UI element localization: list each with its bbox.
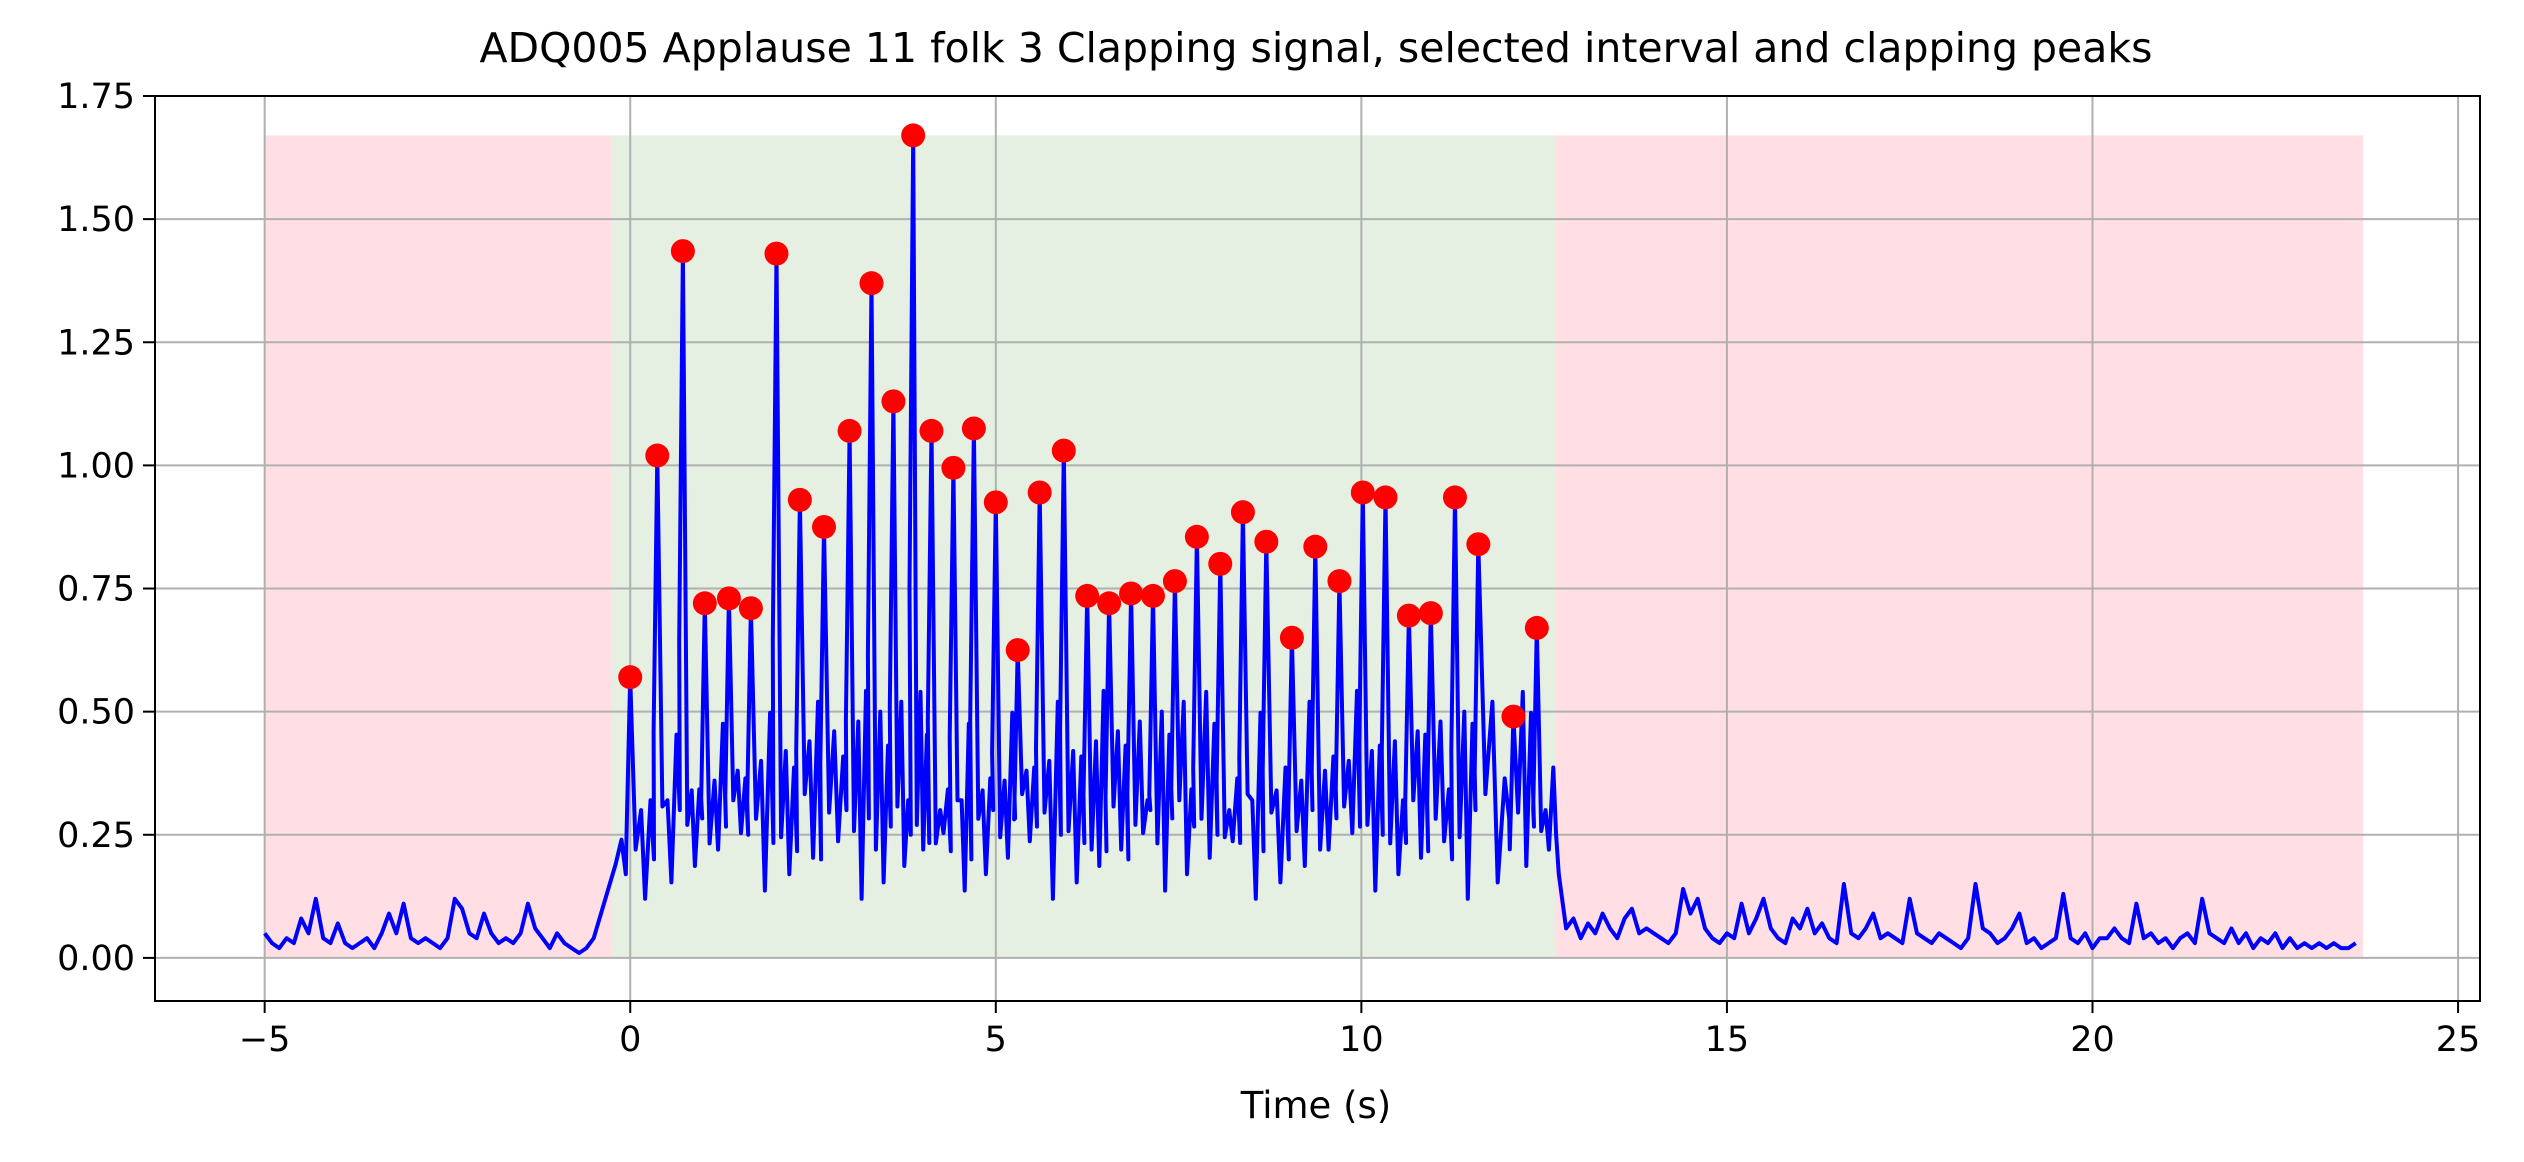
plot-frame bbox=[154, 95, 2481, 1002]
peak-marker bbox=[1005, 638, 1030, 663]
peak-marker bbox=[692, 591, 717, 616]
peak-marker bbox=[919, 418, 944, 443]
chart-title: ADQ005 Applause 11 folk 3 Clapping signa… bbox=[479, 24, 2152, 72]
peak-marker bbox=[1230, 500, 1255, 525]
peak-marker bbox=[645, 443, 670, 468]
peak-marker bbox=[787, 487, 812, 512]
peak-marker bbox=[1396, 603, 1421, 628]
peak-marker bbox=[670, 239, 695, 264]
shaded-region-1 bbox=[264, 135, 612, 958]
peak-marker bbox=[764, 241, 789, 266]
peak-marker bbox=[1184, 524, 1209, 549]
peak-marker bbox=[901, 123, 926, 148]
peak-marker bbox=[716, 586, 741, 611]
y-tick-label: 1.50 bbox=[57, 200, 135, 240]
peak-marker bbox=[961, 416, 986, 441]
peak-marker bbox=[983, 490, 1008, 515]
peak-marker bbox=[1051, 438, 1076, 463]
peak-marker bbox=[1162, 569, 1187, 594]
peak-marker bbox=[1075, 583, 1100, 608]
peak-marker bbox=[811, 514, 836, 539]
peak-marker bbox=[941, 455, 966, 480]
y-tick-label: 1.25 bbox=[57, 323, 135, 363]
y-tick-label: 0.25 bbox=[57, 816, 135, 856]
peak-marker bbox=[1027, 480, 1052, 505]
x-tick-label: 20 bbox=[2070, 1020, 2115, 1060]
x-axis-ticks: −5 0 5 10 15 20 25 bbox=[239, 1001, 2480, 1060]
peak-marker bbox=[1373, 485, 1398, 510]
x-tick-label: 5 bbox=[985, 1020, 1007, 1060]
peak-marker bbox=[1208, 551, 1233, 576]
x-tick-label: 15 bbox=[1705, 1020, 1750, 1060]
x-tick-label: 0 bbox=[619, 1020, 641, 1060]
peak-marker bbox=[859, 271, 884, 296]
peak-marker bbox=[618, 665, 643, 690]
peak-marker bbox=[1097, 591, 1122, 616]
x-axis-label: Time (s) bbox=[1240, 1084, 1391, 1127]
y-tick-label: 1.00 bbox=[57, 446, 135, 486]
peak-marker bbox=[1442, 485, 1467, 510]
peak-marker bbox=[1466, 532, 1491, 557]
y-tick-label: 1.75 bbox=[57, 77, 135, 117]
peak-marker bbox=[1254, 529, 1279, 554]
peak-marker bbox=[1418, 601, 1443, 626]
peak-markers bbox=[618, 123, 1549, 729]
y-tick-label: 0.75 bbox=[57, 570, 135, 610]
signal-line-layer bbox=[263, 133, 2357, 955]
peak-marker bbox=[738, 596, 763, 621]
peak-marker bbox=[1524, 615, 1549, 640]
peak-marker bbox=[1350, 480, 1375, 505]
peak-marker bbox=[1501, 704, 1526, 729]
x-tick-label: 10 bbox=[1339, 1020, 1384, 1060]
peak-marker bbox=[1303, 534, 1328, 559]
x-tick-label: 25 bbox=[2436, 1020, 2481, 1060]
peak-marker bbox=[1279, 625, 1304, 650]
y-tick-label: 0.50 bbox=[57, 693, 135, 733]
x-tick-label: −5 bbox=[239, 1020, 291, 1060]
signal-line bbox=[263, 133, 2357, 955]
peak-marker bbox=[1140, 583, 1165, 608]
peak-marker bbox=[837, 418, 862, 443]
y-axis-ticks: 0.00 0.25 0.50 0.75 1.00 1.25 1.50 1.75 bbox=[57, 77, 155, 979]
shaded-region-3 bbox=[1555, 135, 2364, 958]
y-tick-label: 0.00 bbox=[57, 939, 135, 979]
peak-marker bbox=[1327, 569, 1352, 594]
peak-marker bbox=[1119, 581, 1144, 606]
peak-marker bbox=[881, 389, 906, 414]
